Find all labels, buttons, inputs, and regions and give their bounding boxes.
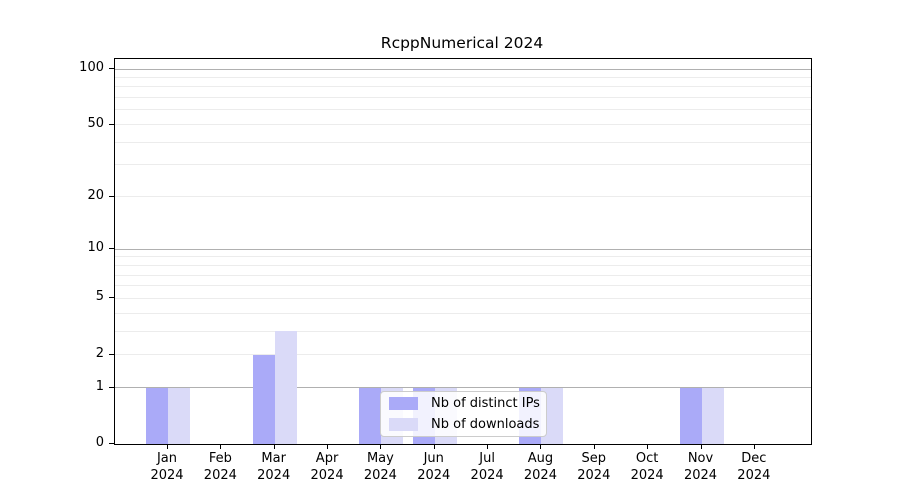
y-tick-label: 0: [95, 435, 104, 450]
y-tick-label: 2: [95, 345, 104, 361]
x-tick: [167, 444, 168, 449]
gridline-minor: [115, 196, 811, 198]
gridline-minor: [115, 274, 811, 276]
downloads-swatch: [389, 418, 418, 431]
legend-item-downloads: Nb of downloads: [387, 416, 540, 433]
gridline-major: [115, 387, 811, 389]
y-tick: [109, 195, 114, 197]
gridline-minor: [115, 76, 811, 78]
x-tick: [753, 444, 755, 449]
x-tick-label: Jun 2024: [417, 451, 451, 483]
bar-distinct-ips: [359, 387, 382, 444]
y-tick-label: 20: [87, 187, 104, 203]
gridline-minor: [115, 86, 811, 88]
x-tick: [220, 444, 222, 449]
bar-downloads: [274, 331, 297, 444]
gridline-minor: [115, 109, 811, 111]
gridline-minor: [115, 312, 811, 314]
x-tick-label: Mar 2024: [257, 451, 291, 483]
x-tick-label: Aug 2024: [523, 451, 557, 483]
x-tick: [487, 444, 489, 449]
bar-distinct-ips: [146, 387, 168, 444]
y-tick: [109, 443, 114, 444]
x-tick-label: Dec 2024: [737, 451, 771, 483]
distinct-ips-swatch: [389, 397, 418, 410]
legend-label: Nb of downloads: [431, 417, 540, 432]
gridline-minor: [115, 141, 811, 143]
x-tick-label: May 2024: [363, 451, 397, 483]
gridline-minor: [115, 354, 811, 356]
gridline-minor: [115, 264, 811, 266]
x-tick-label: Apr 2024: [310, 451, 344, 483]
gridline-minor: [115, 124, 811, 126]
y-tick-label: 1: [95, 378, 104, 394]
bar-distinct-ips: [252, 354, 275, 444]
x-tick: [540, 444, 542, 449]
bar-distinct-ips: [679, 387, 702, 444]
gridline-major: [115, 68, 811, 70]
chart-title: RcppNumerical 2024: [380, 34, 544, 52]
bar-downloads: [168, 387, 190, 444]
gridline-minor: [115, 164, 811, 166]
y-tick-label: 100: [79, 60, 104, 75]
gridline-minor: [115, 297, 811, 299]
y-tick: [109, 123, 114, 125]
y-tick-label: 10: [87, 240, 104, 256]
x-tick: [380, 444, 382, 449]
x-tick-label: Sep 2024: [577, 451, 611, 483]
gridline-minor: [115, 256, 811, 258]
plot-area: Nb of distinct IPs Nb of downloads: [114, 58, 812, 445]
bar-downloads: [701, 387, 724, 444]
y-tick: [109, 386, 114, 388]
gridline-minor: [115, 330, 811, 332]
y-tick: [109, 68, 114, 69]
y-tick-label: 5: [95, 289, 104, 305]
gridline-major: [115, 248, 811, 250]
x-tick: [647, 444, 649, 449]
x-tick: [593, 444, 595, 449]
x-tick: [327, 444, 329, 449]
legend-label: Nb of distinct IPs: [431, 396, 540, 411]
x-tick: [433, 444, 435, 449]
x-tick-label: Jul 2024: [470, 451, 504, 483]
y-tick: [109, 248, 114, 250]
legend: Nb of distinct IPs Nb of downloads: [380, 391, 547, 437]
x-tick-label: Feb 2024: [203, 451, 237, 483]
x-tick-label: Oct 2024: [630, 451, 664, 483]
y-tick: [109, 353, 114, 355]
x-tick: [700, 444, 702, 449]
x-tick: [273, 444, 275, 449]
x-tick-label: Jan 2024: [150, 451, 184, 483]
y-tick: [109, 297, 114, 299]
gridline-minor: [115, 285, 811, 287]
legend-item-distinct-ips: Nb of distinct IPs: [387, 395, 540, 412]
y-tick-label: 50: [87, 115, 104, 131]
gridline-minor: [115, 97, 811, 99]
x-tick-label: Nov 2024: [683, 451, 718, 483]
